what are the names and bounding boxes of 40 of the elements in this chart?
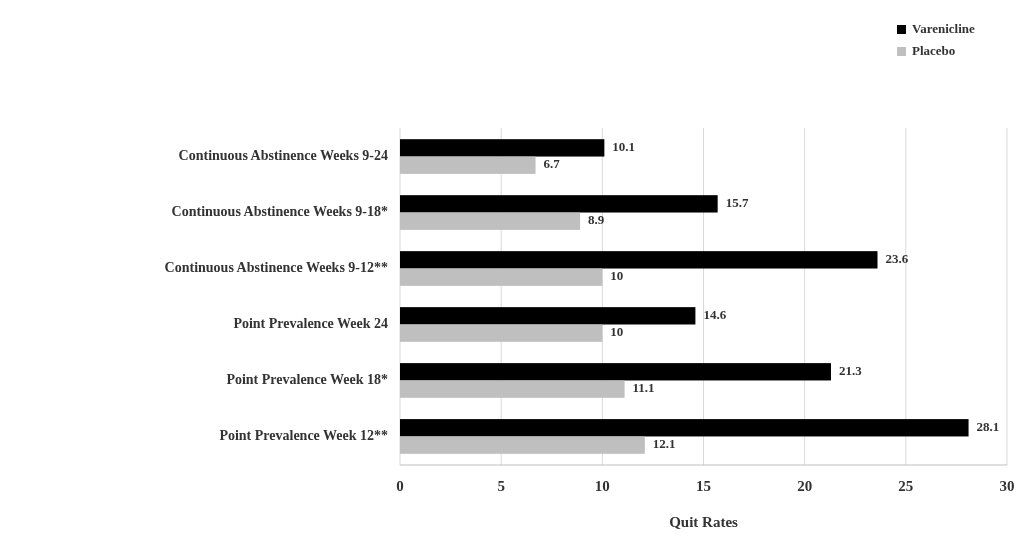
bar xyxy=(400,195,718,213)
bar xyxy=(400,363,831,381)
data-label: 11.1 xyxy=(632,380,655,396)
data-label: 23.6 xyxy=(885,250,909,266)
y-tick-label: Point Prevalence Week 18* xyxy=(226,371,388,387)
data-label: 10 xyxy=(610,268,624,284)
data-label: 10 xyxy=(610,324,624,340)
y-tick-label: Point Prevalence Week 24 xyxy=(233,315,388,331)
y-tick-label: Continuous Abstinence Weeks 9-12** xyxy=(164,259,388,275)
bar xyxy=(400,436,645,454)
bar xyxy=(400,380,625,398)
y-tick-label: Continuous Abstinence Weeks 9-18* xyxy=(171,203,388,219)
x-tick-label: 15 xyxy=(696,478,711,494)
data-label: 14.6 xyxy=(703,306,727,322)
data-label: 12.1 xyxy=(652,436,676,452)
data-label: 8.9 xyxy=(588,212,605,228)
bar xyxy=(400,307,696,325)
legend-label: Varenicline xyxy=(912,20,976,36)
data-label: 15.7 xyxy=(725,194,749,210)
bar xyxy=(400,268,603,286)
bar xyxy=(400,419,969,437)
x-tick-label: 25 xyxy=(898,478,914,494)
x-tick-label: 5 xyxy=(497,478,505,494)
bar xyxy=(400,156,536,174)
data-label: 28.1 xyxy=(976,418,1000,434)
legend-label: Placebo xyxy=(912,42,956,58)
x-tick-label: 20 xyxy=(797,478,813,494)
x-tick-label: 0 xyxy=(396,478,404,494)
x-axis-title: Quit Rates xyxy=(669,514,739,530)
data-label: 21.3 xyxy=(838,362,863,378)
bar xyxy=(400,212,581,230)
data-label: 10.1 xyxy=(612,138,636,154)
x-tick-label: 10 xyxy=(594,478,610,494)
bar xyxy=(400,324,603,342)
y-tick-label: Continuous Abstinence Weeks 9-24 xyxy=(178,147,388,163)
y-tick-label: Point Prevalence Week 12** xyxy=(219,427,388,443)
data-label: 6.7 xyxy=(543,156,561,172)
x-tick-label: 30 xyxy=(999,478,1015,494)
bar xyxy=(400,251,878,269)
bar xyxy=(400,139,605,157)
